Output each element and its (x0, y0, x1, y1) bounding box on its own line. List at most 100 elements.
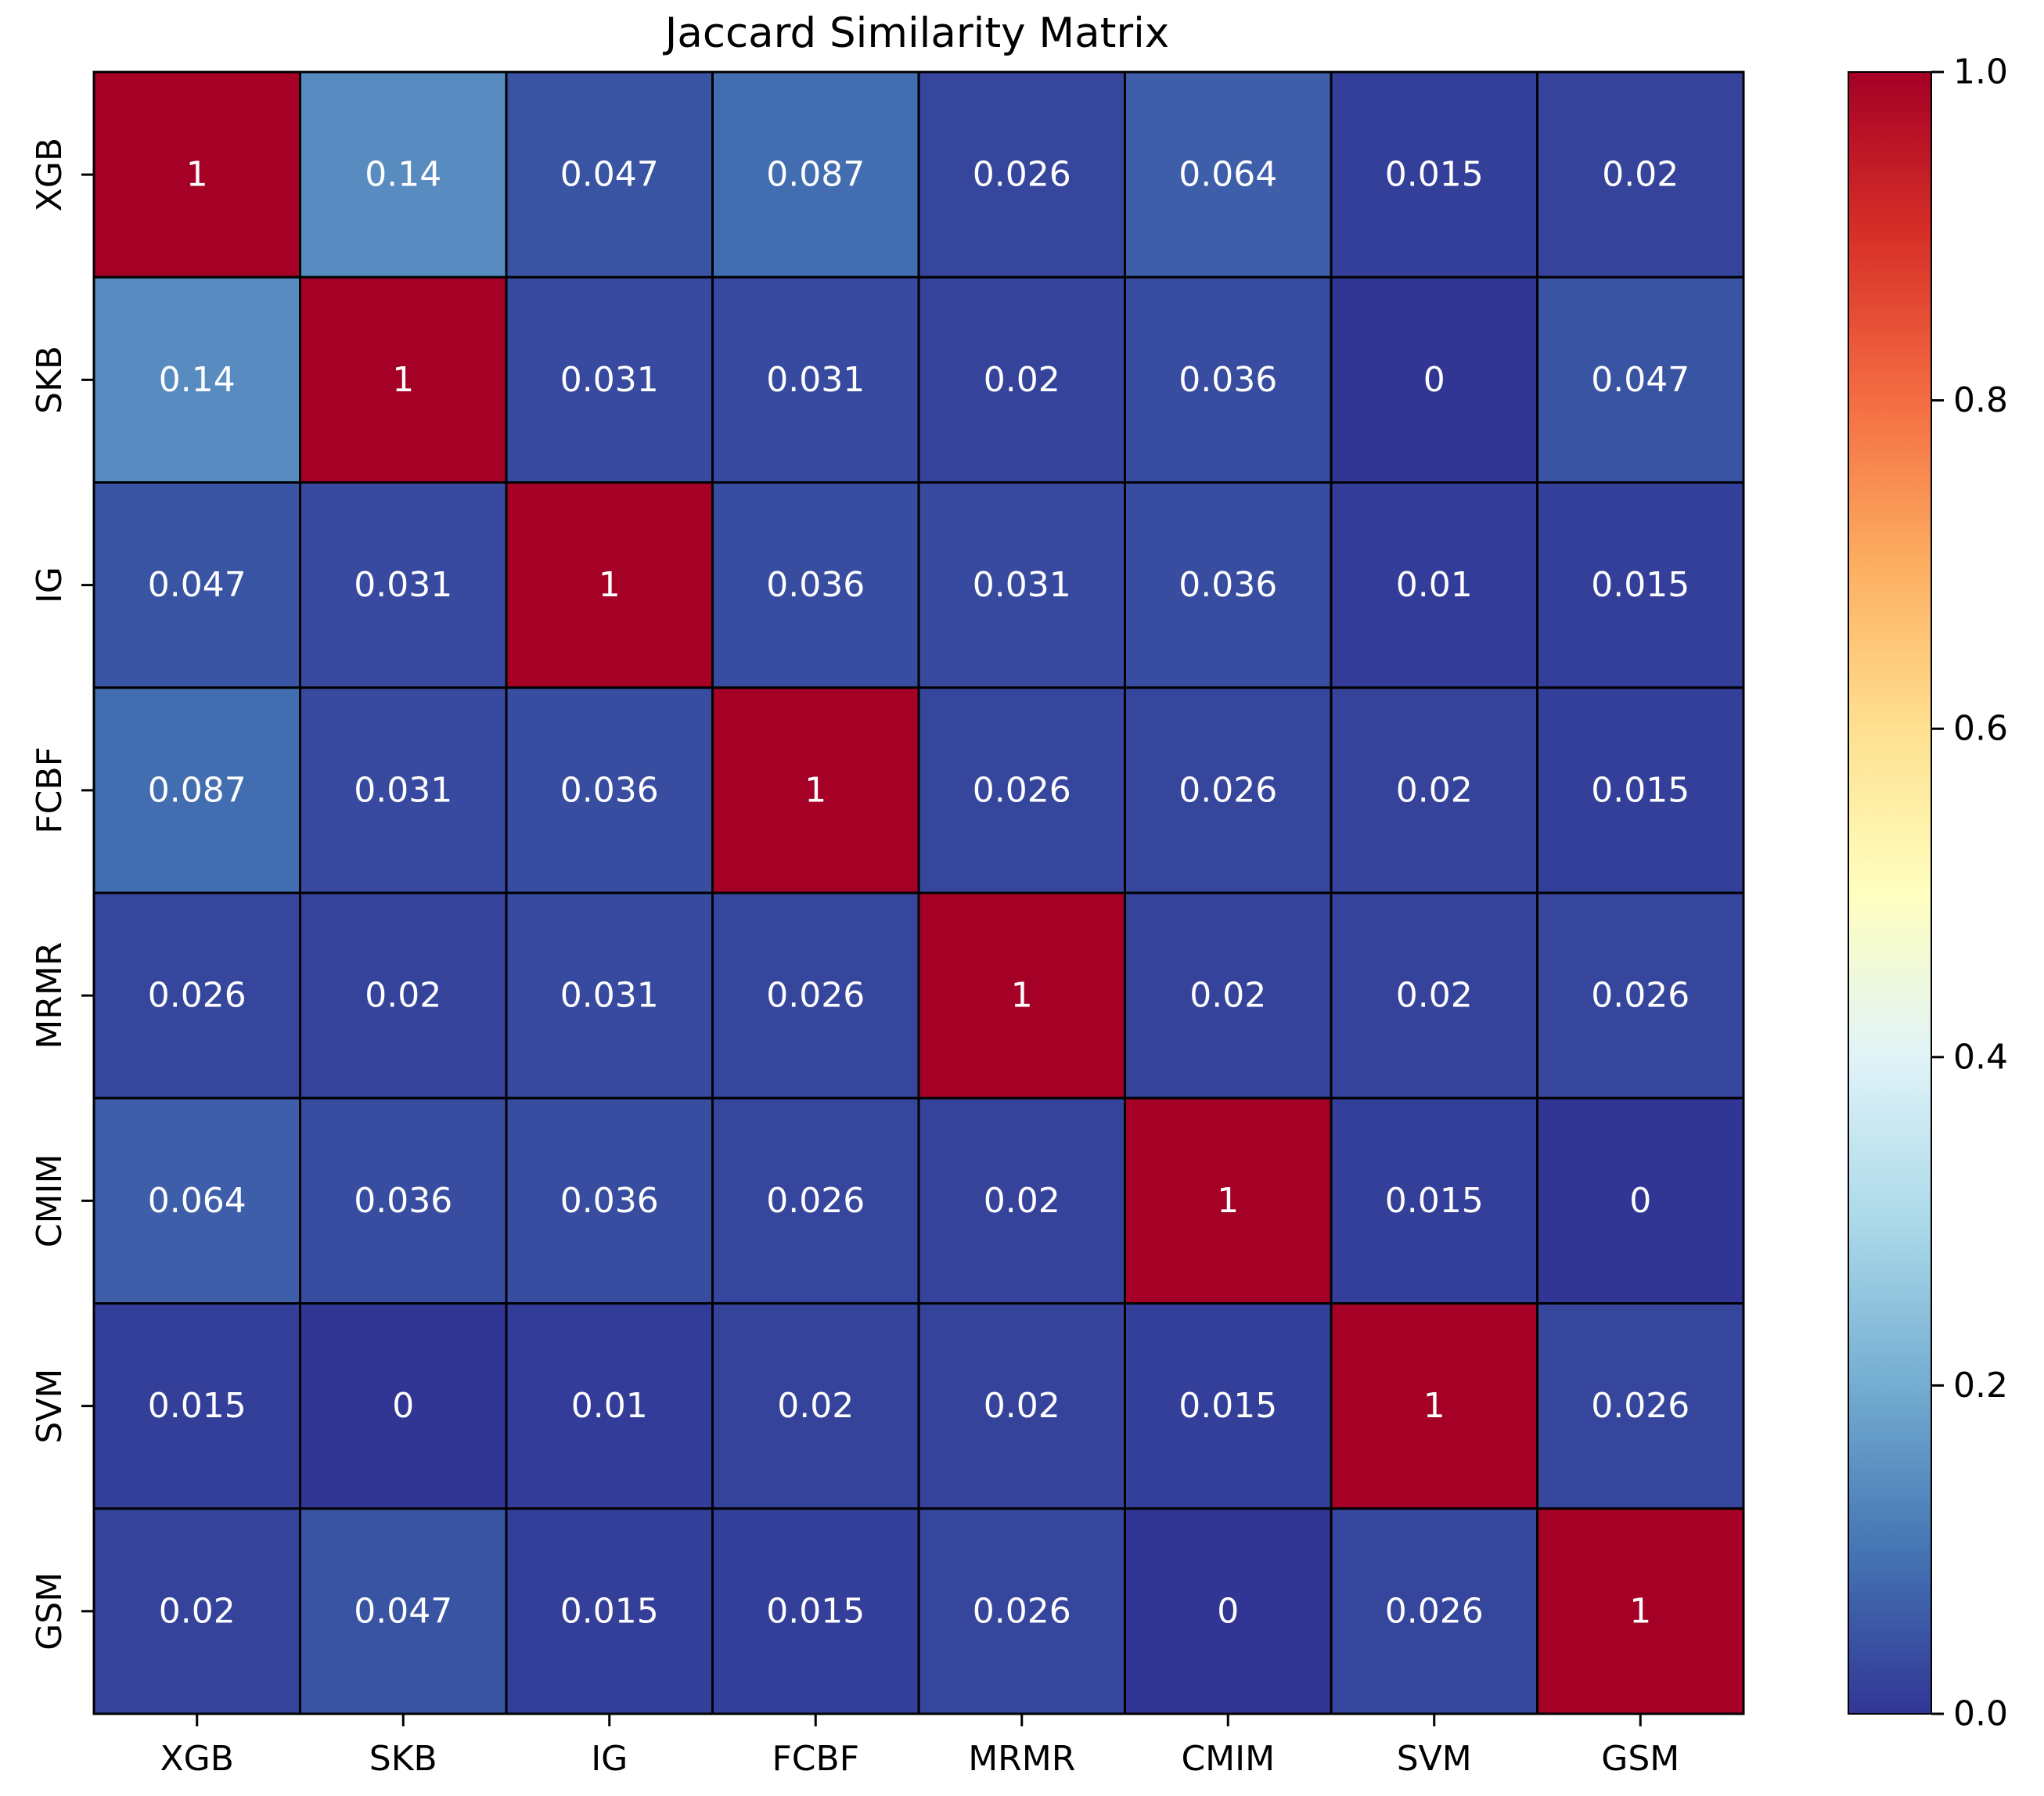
cell-value-label: 0.036 (560, 770, 659, 810)
cell-value-label: 0.02 (984, 1386, 1060, 1426)
cell-mrmr-mrmr (917, 891, 1126, 1100)
colorbar-tick-label: 0.2 (1953, 1366, 2008, 1405)
cell-xgb-skb (299, 70, 508, 279)
y-tick-label-ig: IG (30, 567, 70, 603)
cell-value-label: 0.026 (766, 1181, 865, 1221)
cell-value-label: 0.02 (984, 1181, 1060, 1221)
colorbar-tick-label: 1.0 (1953, 52, 2008, 92)
cell-value-label: 0.031 (766, 360, 865, 400)
x-tick-label-skb: SKB (369, 1739, 437, 1779)
cell-value-label: 0.026 (1385, 1591, 1484, 1631)
cell-value-label: 0.026 (973, 155, 1071, 195)
cell-value-label: 0.02 (984, 360, 1060, 400)
y-tick-label-fcbf: FCBF (30, 747, 70, 834)
cell-value-label: 0.036 (560, 1181, 659, 1221)
cell-mrmr-svm (1330, 891, 1538, 1100)
cell-cmim-skb (299, 1096, 508, 1305)
x-tick-label-gsm: GSM (1601, 1739, 1679, 1779)
cell-value-label: 0.015 (1385, 155, 1484, 195)
colorbar-gradient (1848, 71, 1932, 1715)
cell-cmim-svm (1330, 1096, 1538, 1305)
cell-skb-fcbf (711, 275, 920, 484)
cell-svm-skb (299, 1302, 508, 1510)
cell-svm-xgb (92, 1302, 301, 1510)
cell-value-label: 0.14 (159, 360, 236, 400)
x-axis: XGB SKB IG FCBF MRMR CMIM SVM GSM (160, 1714, 1679, 1779)
cell-xgb-ig (505, 70, 714, 279)
cell-skb-mrmr (917, 275, 1126, 484)
cell-value-label: 0.02 (159, 1591, 236, 1631)
cell-value-label: 0.087 (148, 770, 247, 810)
cell-value-label: 0.031 (973, 565, 1071, 605)
cell-skb-svm (1330, 275, 1538, 484)
cell-value-label: 1 (804, 770, 826, 810)
cell-value-label: 0.02 (1396, 770, 1473, 810)
cell-value-label: 0.087 (766, 155, 865, 195)
cell-mrmr-ig (505, 891, 714, 1100)
cell-fcbf-xgb (92, 686, 301, 894)
cell-value-label: 0.047 (148, 565, 247, 605)
cell-value-label: 0.026 (766, 976, 865, 1016)
cell-svm-mrmr (917, 1302, 1126, 1510)
cell-value-label: 0.02 (365, 976, 441, 1016)
y-axis: XGB SKB IG FCBF MRMR CMIM SVM GSM (30, 138, 94, 1650)
cell-ig-skb (299, 481, 508, 689)
cell-value-label: 0.031 (560, 360, 659, 400)
cell-value-label: 0.015 (1385, 1181, 1484, 1221)
cell-xgb-fcbf (711, 70, 920, 279)
cell-cmim-mrmr (917, 1096, 1126, 1305)
cell-fcbf-fcbf (711, 686, 920, 894)
cell-value-label: 1 (599, 565, 621, 605)
cell-fcbf-ig (505, 686, 714, 894)
cell-value-label: 0.026 (973, 770, 1071, 810)
cell-value-label: 0.036 (1179, 565, 1277, 605)
cell-ig-cmim (1124, 481, 1333, 689)
cell-value-label: 0.02 (1602, 155, 1679, 195)
cell-value-label: 0.031 (354, 770, 452, 810)
cell-xgb-cmim (1124, 70, 1333, 279)
x-tick-label-fcbf: FCBF (772, 1739, 859, 1779)
cell-value-label: 0.047 (354, 1591, 452, 1631)
cell-value-label: 0.01 (571, 1386, 648, 1426)
colorbar-tick-label: 0.4 (1953, 1037, 2008, 1077)
x-tick-label-cmim: CMIM (1181, 1739, 1275, 1779)
cell-value-label: 0.015 (766, 1591, 865, 1631)
cell-cmim-cmim (1124, 1096, 1333, 1305)
cell-value-label: 0.064 (148, 1181, 247, 1221)
cell-value-label: 0.01 (1396, 565, 1473, 605)
cell-value-label: 0.047 (1591, 360, 1690, 400)
colorbar-tick-label: 0.6 (1953, 709, 2008, 749)
cell-value-label: 0.14 (365, 155, 441, 195)
y-tick-label-gsm: GSM (30, 1572, 70, 1650)
cell-cmim-ig (505, 1096, 714, 1305)
cell-value-label: 0.015 (1591, 565, 1690, 605)
cell-fcbf-mrmr (917, 686, 1126, 894)
cell-ig-svm (1330, 481, 1538, 689)
cell-value-label: 0.047 (560, 155, 659, 195)
colorbar: 0.0 0.2 0.4 0.6 0.8 1.0 (1848, 52, 2008, 1734)
colorbar-tick-label: 0.0 (1953, 1694, 2008, 1734)
cell-value-label: 0.02 (1396, 976, 1473, 1016)
y-tick-label-skb: SKB (30, 346, 70, 414)
cell-mrmr-gsm (1536, 891, 1745, 1100)
cell-svm-ig (505, 1302, 714, 1510)
cell-mrmr-cmim (1124, 891, 1333, 1100)
cell-xgb-xgb (92, 70, 301, 279)
x-tick-label-xgb: XGB (160, 1739, 234, 1779)
cell-value-label: 0 (1217, 1591, 1239, 1631)
cell-svm-gsm (1536, 1302, 1745, 1510)
cell-value-label: 0.015 (1179, 1386, 1277, 1426)
cell-value-label: 1 (392, 360, 414, 400)
cell-gsm-ig (505, 1507, 714, 1715)
x-tick-label-svm: SVM (1397, 1739, 1472, 1779)
cell-value-label: 0.02 (1189, 976, 1266, 1016)
y-tick-label-mrmr: MRMR (30, 942, 70, 1049)
cell-value-label: 0.015 (560, 1591, 659, 1631)
cell-value-label: 0.031 (354, 565, 452, 605)
cell-mrmr-fcbf (711, 891, 920, 1100)
cell-ig-mrmr (917, 481, 1126, 689)
cell-value-label: 1 (1011, 976, 1033, 1016)
cell-value-label: 0 (1629, 1181, 1651, 1221)
colorbar-tick-label: 0.8 (1953, 380, 2008, 420)
